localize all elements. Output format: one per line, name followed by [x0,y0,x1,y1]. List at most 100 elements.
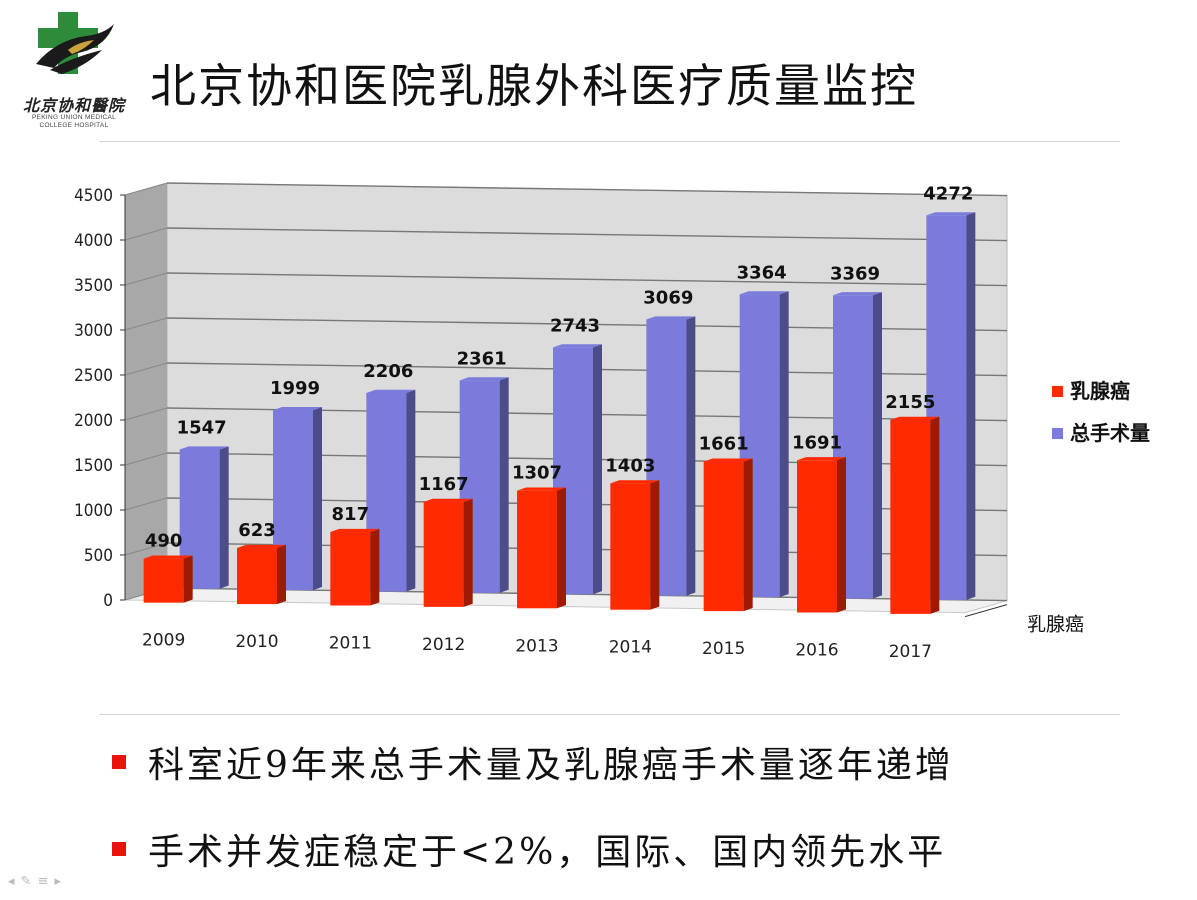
legend-label: 总手术量 [1070,421,1150,445]
bar-front [330,531,371,606]
bar-top [459,377,509,381]
y-tick-label: 1500 [74,456,113,476]
data-label-breast-cancer: 1691 [792,432,842,453]
bar-front [237,548,277,605]
x-tick-label: 2015 [702,639,745,659]
side-gridline [124,542,168,556]
bar-side [779,291,789,598]
arrow-right-icon[interactable]: ▸ [54,874,67,889]
chart-bars [143,212,976,614]
bar-breast-cancer [143,555,193,603]
side-gridline [124,182,168,196]
bar-front [143,558,184,603]
bar-total-surgeries [179,446,229,589]
data-label-breast-cancer: 1307 [512,463,562,484]
bar-side [837,457,846,613]
bar-top [366,389,416,393]
bar-total-surgeries [833,292,882,599]
bar-breast-cancer [890,416,940,614]
x-tick-label: 2009 [142,631,185,651]
bar-top [553,344,602,348]
depth-axis-line [964,604,1008,618]
bar-side [313,407,322,591]
bar-total-surgeries [366,389,416,592]
x-tick-label: 2016 [795,641,838,661]
y-tick-label: 0 [103,591,113,611]
bar-front [890,419,931,614]
x-tick-label: 2013 [515,636,558,656]
bar-top [703,458,753,462]
surgery-volume-chart: 0 500 1000 1500 2000 2500 3000 3500 4000 4500 乳腺癌 1… [74,182,1150,662]
bar-top [797,457,846,461]
bar-front [517,490,557,609]
page-title: 北京协和医院乳腺外科医疗质量监控 [150,59,918,113]
side-gridline [124,497,168,511]
bar-top [179,446,229,450]
gridline [166,182,1008,197]
legend-swatch [1052,428,1063,439]
data-label-breast-cancer: 1403 [605,455,655,476]
bar-top [646,316,696,320]
bar-side [277,544,286,605]
bullet-text: 科室近9年来总手术量及乳腺癌手术量逐年递增 [148,745,954,786]
logo-emblem-icon [36,12,114,74]
y-tick-label: 4500 [74,186,113,206]
side-gridline [124,272,168,286]
logo-chinese-name: 北京协和醫院 [22,96,125,115]
data-label-breast-cancer: 1167 [419,474,469,495]
bar-side [183,555,193,603]
bar-side [930,416,940,614]
bullet-item: 科室近9年来总手术量及乳腺癌手术量逐年递增 [112,736,954,788]
y-tick-label: 3500 [74,276,113,296]
bar-total-surgeries [459,377,509,593]
x-tick-label: 2011 [329,634,372,654]
x-tick-label: 2012 [422,635,465,655]
pen-icon[interactable]: ✎ [20,874,38,889]
bar-breast-cancer [517,487,566,609]
chart-labels: 0 500 1000 1500 2000 2500 3000 3500 4000 4500 乳腺癌 1… [74,183,1084,661]
data-label-total: 3364 [737,262,787,283]
gridline [166,272,1008,287]
data-label-total: 2361 [457,348,507,369]
logo-english-line1: PEKING UNION MEDICAL [31,114,116,121]
y-tick-label: 2500 [74,366,113,386]
y-tick-label: 4000 [74,231,113,251]
arrow-left-icon[interactable]: ◂ [8,874,21,889]
y-tick-label: 1000 [74,501,113,521]
side-gridline [124,317,168,331]
side-gridline [124,362,168,376]
bar-side [593,344,602,595]
menu-icon[interactable]: ≡ [37,874,55,889]
bar-top [330,528,380,532]
data-label-total: 2206 [363,361,413,382]
bar-breast-cancer [703,458,753,612]
legend-swatch [1052,386,1063,397]
data-label-total: 1547 [177,417,227,438]
bar-top [273,407,322,411]
bar-front [610,483,651,610]
y-tick-label: 500 [84,546,113,566]
bullet-item: 手术并发症稳定于<2%，国际、国内领先水平 [112,823,946,875]
legend-label: 乳腺癌 [1070,379,1130,403]
bar-side [557,487,566,609]
bar-side [219,446,229,589]
bar-top [517,487,566,491]
bar-top [610,480,660,484]
bar-side [966,212,976,600]
bar-side [499,377,509,593]
bullet-text: 手术并发症稳定于<2%，国际、国内领先水平 [148,832,947,873]
bar-side [873,292,882,599]
data-label-breast-cancer: 490 [145,531,183,552]
data-label-total: 2743 [550,315,600,336]
slide-nav-controls[interactable]: ◂✎≡▸ [8,874,67,889]
data-label-total: 1999 [270,378,320,399]
logo-english-line2: COLLEGE HOSPITAL [39,122,109,129]
bar-top [143,555,193,559]
x-tick-label: 2010 [235,632,278,652]
bar-side [650,480,660,610]
x-tick-label: 2014 [609,638,652,658]
data-label-breast-cancer: 817 [332,504,370,525]
title-divider [100,141,1120,142]
gridline [166,227,1008,242]
bar-breast-cancer [423,498,473,607]
